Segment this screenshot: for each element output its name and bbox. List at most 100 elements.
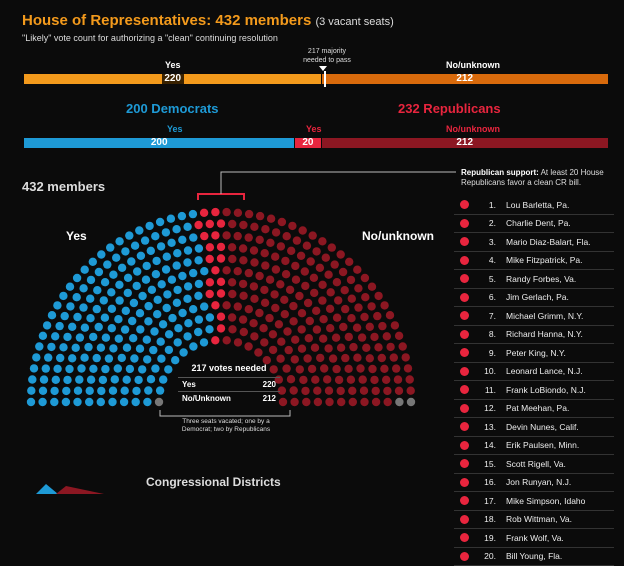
member-dot-icon (460, 459, 469, 468)
seat-dem (114, 315, 122, 323)
seat-rep-no (310, 289, 318, 297)
seat-dem (128, 317, 136, 325)
seat-rep-no (239, 221, 247, 229)
seat-rep-no (291, 336, 299, 344)
seat-rep-no (383, 387, 391, 395)
seat-rep-no (318, 296, 326, 304)
seat-dem (79, 303, 87, 311)
seat-dem (189, 269, 197, 277)
seat-rep-no (353, 324, 361, 332)
seat-rep-no (275, 320, 283, 328)
member-dot-icon (460, 348, 469, 357)
member-number: 13. (478, 422, 496, 432)
seat-rep-no (261, 225, 269, 233)
list-item: 3.Mario Diaz-Balart, Fla. (454, 233, 614, 252)
rep-yes-bracket (198, 194, 244, 200)
list-item: 20.Bill Young, Fla. (454, 548, 614, 566)
seat-dem (145, 222, 153, 230)
seat-rep-no (324, 344, 332, 352)
seat-dem (86, 295, 94, 303)
seat-dem (156, 386, 164, 394)
member-number: 5. (478, 274, 496, 284)
seat-rep-no (380, 301, 388, 309)
seat-rep-no (325, 398, 333, 406)
seat-dem (39, 332, 47, 340)
seat-rep-no (304, 299, 312, 307)
seat-rep-no (366, 354, 374, 362)
seat-dem (174, 338, 182, 346)
seat-rep-no (383, 332, 391, 340)
seat-rep-no (292, 276, 300, 284)
seat-rep-no (299, 226, 307, 234)
seat-dem (206, 313, 214, 321)
seat-dem (56, 354, 64, 362)
member-name: Jon Runyan, N.J. (506, 477, 571, 487)
seat-rep-no (281, 310, 289, 318)
seat-rep-no (269, 346, 277, 354)
seat-rep-no (320, 364, 328, 372)
seat-rep-no (307, 257, 315, 265)
member-name: Bill Young, Fla. (506, 551, 562, 561)
seat-rep-no (337, 387, 345, 395)
member-name: Mike Simpson, Idaho (506, 496, 585, 506)
member-name: Frank Wolf, Va. (506, 533, 564, 543)
seat-rep-yes (211, 208, 219, 216)
seat-rep-no (255, 272, 263, 280)
rep-callout-line (221, 172, 456, 194)
seat-rep-no (312, 247, 320, 255)
seat-rep-no (228, 220, 236, 228)
seat-dem (68, 323, 76, 331)
seat-rep-no (287, 375, 295, 383)
seat-dem (163, 304, 171, 312)
seat-dem (62, 398, 70, 406)
seat-dem (30, 364, 38, 372)
member-dot-icon (460, 200, 469, 209)
seat-dem (106, 243, 114, 251)
seat-rep-no (399, 342, 407, 350)
seat-dem (39, 387, 47, 395)
chamber-no-label: No/unknown (362, 229, 434, 243)
seat-rep-no (271, 253, 279, 261)
seat-rep-no (323, 375, 331, 383)
votes-no-value: 212 (263, 394, 276, 403)
seat-dem (107, 288, 115, 296)
seat-rep-no (322, 254, 330, 262)
seat-dem (35, 342, 43, 350)
member-dot-icon (460, 237, 469, 246)
vacant-note: Three seats vacated; one by a Democrat; … (170, 418, 282, 434)
seat-rep-no (360, 398, 368, 406)
seat-dem (121, 325, 129, 333)
seat-rep-no (296, 365, 304, 373)
seat-dem (200, 302, 208, 310)
seat-dem (127, 257, 135, 265)
seat-dem (40, 375, 48, 383)
seat-dem (97, 387, 105, 395)
member-name: Scott Rigell, Va. (506, 459, 566, 469)
list-item: 14.Erik Paulsen, Minn. (454, 437, 614, 456)
seat-dem (133, 282, 141, 290)
seat-dem (133, 267, 141, 275)
seat-rep-no (228, 255, 236, 263)
list-item: 5.Randy Forbes, Va. (454, 270, 614, 289)
seat-dem (101, 314, 109, 322)
seat-dem (178, 272, 186, 280)
seat-rep-no (260, 338, 268, 346)
seat-dem (97, 344, 105, 352)
member-name: Michael Grimm, N.Y. (506, 311, 583, 321)
member-number: 17. (478, 496, 496, 506)
seat-rep-no (228, 278, 236, 286)
seat-dem (178, 309, 186, 317)
seat-dem (167, 215, 175, 223)
seat-dem (194, 256, 202, 264)
seat-dem (156, 218, 164, 226)
seat-rep-no (341, 354, 349, 362)
seat-rep-no (370, 333, 378, 341)
seat-rep-no (349, 398, 357, 406)
seat-rep-no (347, 276, 355, 284)
seat-rep-no (380, 365, 388, 373)
member-number: 11. (478, 385, 496, 395)
seat-rep-no (358, 333, 366, 341)
seat-rep-no (276, 355, 284, 363)
